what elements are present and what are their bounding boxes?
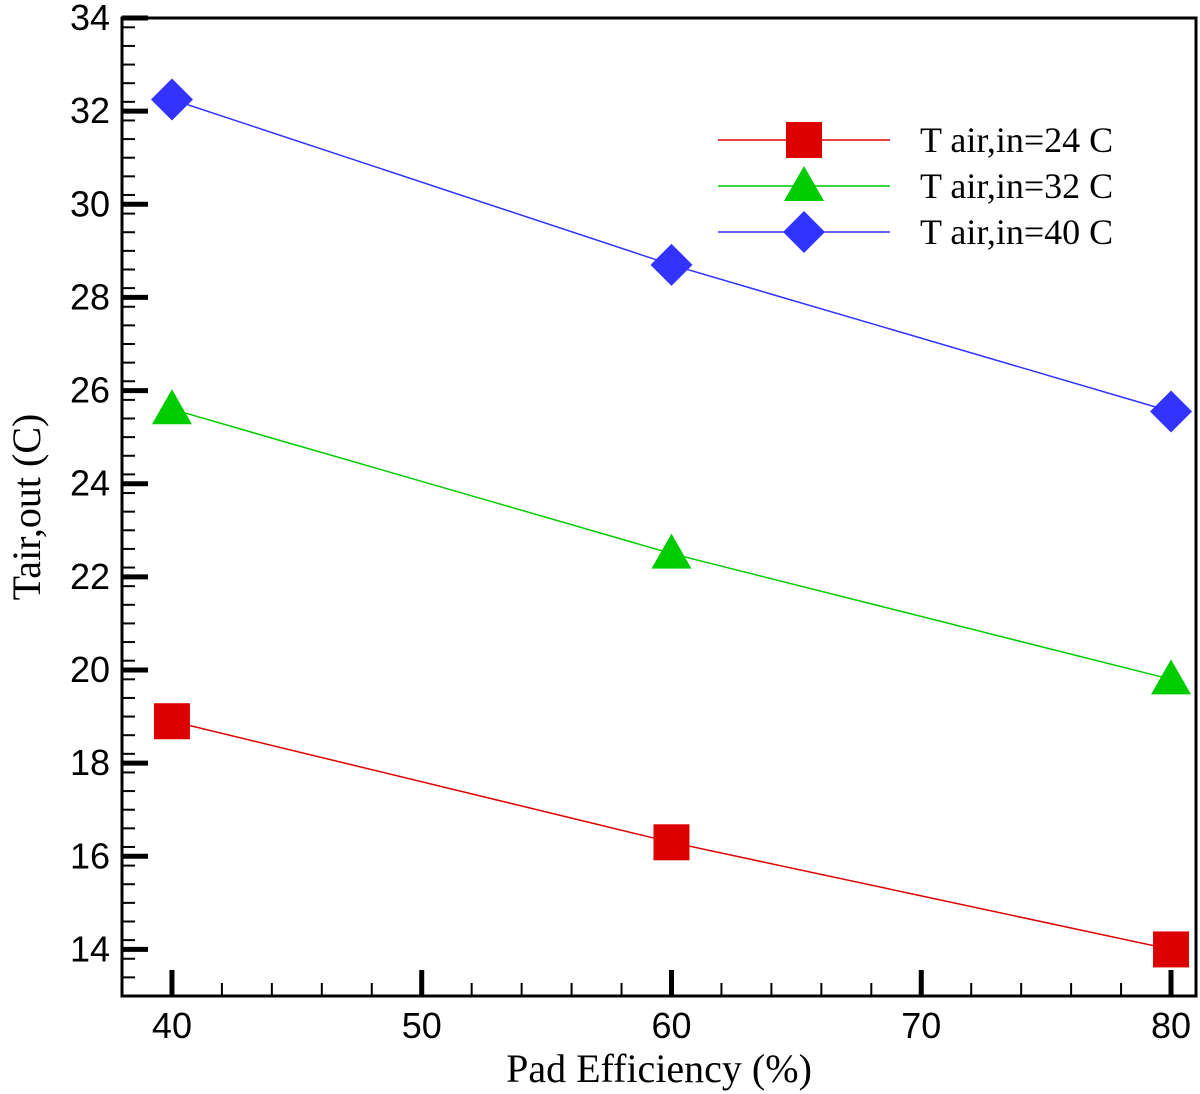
legend-marker [786,122,822,158]
data-point [1153,931,1190,968]
legend-entry-2: T air,in=32 C [718,166,1113,206]
y-axis-title: Tair,out (C) [4,414,49,601]
data-point [651,533,692,569]
y-tick-label: 16 [70,835,110,876]
series-3 [150,78,1193,433]
y-tick-label: 22 [70,556,110,597]
x-tick-label: 60 [651,1005,691,1046]
y-tick-label: 28 [70,276,110,317]
y-tick-label: 14 [70,928,110,969]
series-layer [150,78,1193,968]
x-tick-label: 70 [901,1005,941,1046]
data-point [150,78,193,121]
y-tick-label: 34 [70,0,110,38]
legend-marker [783,211,825,253]
legend-label: T air,in=32 C [920,166,1113,206]
legend: T air,in=24 C T air,in=32 C T air,in=40 C [718,120,1113,253]
x-axis-title: Pad Efficiency (%) [506,1046,812,1091]
y-tick-label: 20 [70,649,110,690]
y-tick-label: 30 [70,183,110,224]
legend-entry-3: T air,in=40 C [718,211,1113,253]
x-tick-label: 80 [1151,1005,1191,1046]
y-tick-label: 24 [70,463,110,504]
axis-ticks [122,15,1174,997]
data-point [650,243,693,286]
data-point [1150,390,1193,433]
data-point [151,389,192,425]
legend-marker [784,166,824,201]
legend-label: T air,in=24 C [920,120,1113,160]
y-tick-label: 18 [70,742,110,783]
legend-label: T air,in=40 C [920,212,1113,252]
y-tick-label: 32 [70,90,110,131]
data-point [653,824,690,861]
data-point [1151,659,1192,695]
plot-frame [120,16,1198,998]
data-point [153,703,190,740]
y-tick-label: 26 [70,370,110,411]
series-1 [153,703,1190,968]
x-tick-label: 40 [152,1005,192,1046]
series-2 [151,389,1192,695]
x-tick-label: 50 [402,1005,442,1046]
legend-entry-1: T air,in=24 C [718,120,1113,160]
tick-labels: 40 50 60 70 80 14 16 18 20 22 24 26 28 30 32 34 [70,0,1191,1046]
